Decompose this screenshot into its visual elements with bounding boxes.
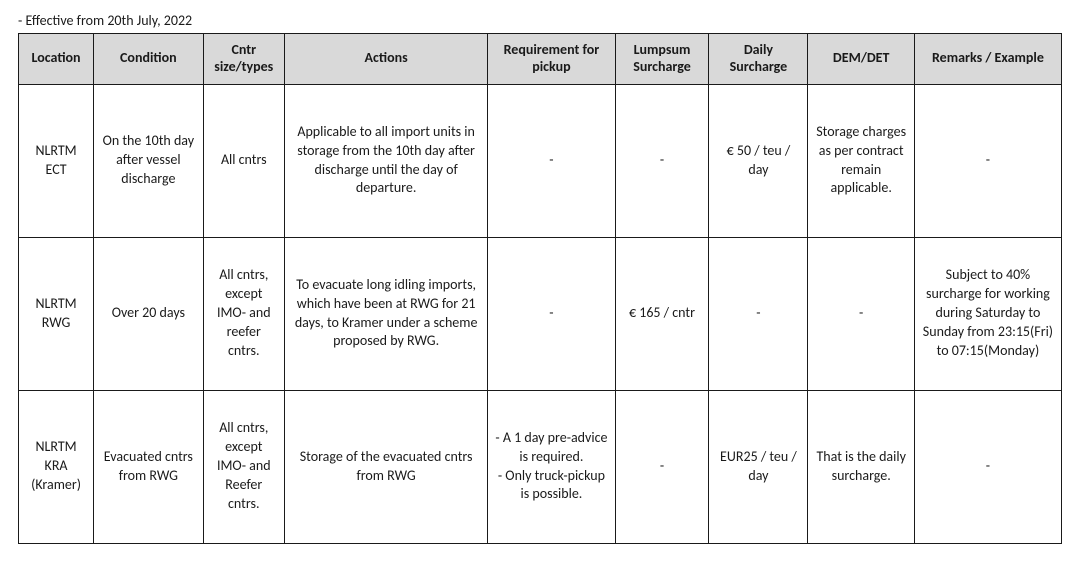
cell-requirement: - A 1 day pre-advice is required.- Only … [488,390,615,543]
surcharge-table: Location Condition Cntr size/types Actio… [18,33,1062,544]
table-row: NLRTM KRA (Kramer) Evacuated cntrs from … [19,390,1062,543]
col-cntr: Cntr size/types [203,34,284,85]
cell-requirement: - [488,84,615,237]
cell-lumpsum: - [615,84,709,237]
cell-requirement: - [488,237,615,390]
col-actions: Actions [284,34,487,85]
cell-location: NLRTM KRA (Kramer) [19,390,94,543]
cell-condition: Over 20 days [94,237,204,390]
cell-daily: EUR25 / teu / day [709,390,808,543]
col-demdet: DEM/DET [808,34,914,85]
table-header-row: Location Condition Cntr size/types Actio… [19,34,1062,85]
cell-actions: Storage of the evacuated cntrs from RWG [284,390,487,543]
cell-location: NLRTM ECT [19,84,94,237]
table-row: NLRTM RWG Over 20 days All cntrs, except… [19,237,1062,390]
cell-demdet: Storage charges as per contract remain a… [808,84,914,237]
cell-condition: Evacuated cntrs from RWG [94,390,204,543]
cell-remarks: - [914,390,1061,543]
cell-remarks: Subject to 40% surcharge for working dur… [914,237,1061,390]
cell-actions: Applicable to all import units in storag… [284,84,487,237]
cell-remarks: - [914,84,1061,237]
cell-location: NLRTM RWG [19,237,94,390]
cell-actions: To evacuate long idling imports, which h… [284,237,487,390]
cell-cntr: All cntrs [203,84,284,237]
cell-condition: On the 10th day after vessel discharge [94,84,204,237]
cell-cntr: All cntrs, except IMO- and Reefer cntrs. [203,390,284,543]
table-row: NLRTM ECT On the 10th day after vessel d… [19,84,1062,237]
cell-lumpsum: € 165 / cntr [615,237,709,390]
cell-demdet: That is the daily surcharge. [808,390,914,543]
effective-date-label: - Effective from 20th July, 2022 [18,12,1062,29]
cell-cntr: All cntrs, except IMO- and reefer cntrs. [203,237,284,390]
col-daily: Daily Surcharge [709,34,808,85]
cell-demdet: - [808,237,914,390]
cell-daily: - [709,237,808,390]
col-requirement: Requirement for pickup [488,34,615,85]
col-condition: Condition [94,34,204,85]
col-lumpsum: Lumpsum Surcharge [615,34,709,85]
cell-lumpsum: - [615,390,709,543]
cell-daily: € 50 / teu / day [709,84,808,237]
col-remarks: Remarks / Example [914,34,1061,85]
col-location: Location [19,34,94,85]
